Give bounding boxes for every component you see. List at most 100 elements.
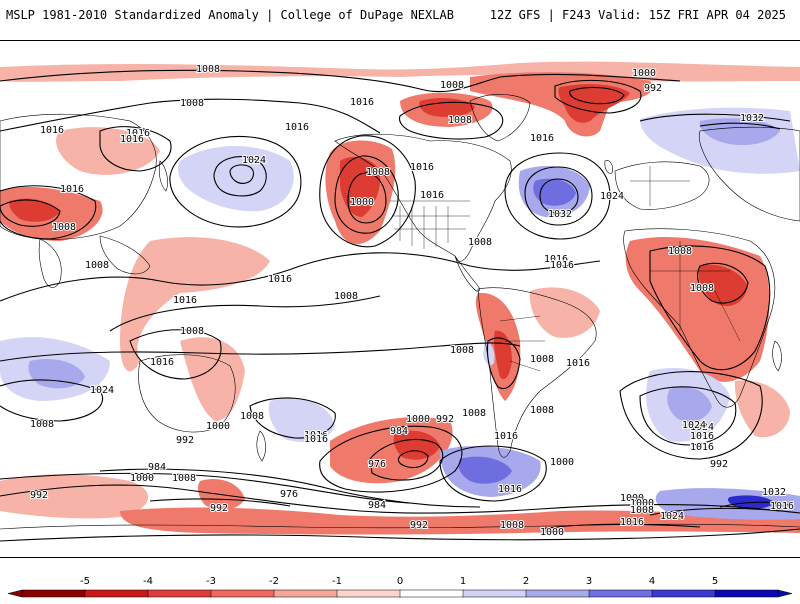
isobar-label: 1016: [410, 162, 434, 173]
isobar-south-pacific-low-976: [397, 450, 429, 469]
isobar-label: 1016: [40, 125, 64, 136]
negative-anomaly-africa: [625, 236, 770, 382]
positive-anomaly-south-atlantic-core: [667, 387, 712, 422]
coastline-europe: [614, 161, 710, 210]
colorbar-segment: [273, 589, 338, 598]
isobar-southern-ocean-992: [0, 484, 800, 514]
negative-anomaly-tibet-core: [9, 198, 60, 222]
colorbar-tick-label: 5: [712, 576, 718, 587]
negative-anomaly-west-pacific: [120, 237, 270, 372]
isobar-label: 1000: [350, 197, 374, 208]
isobar-label: 1016: [530, 133, 554, 144]
isobar-label: 1008: [448, 115, 472, 126]
colorbar-tick-label: -1: [332, 576, 342, 587]
isobar-antarctic-1032: [719, 501, 791, 508]
isobar-label: 1016: [770, 501, 794, 512]
isobar-label: 1000: [630, 498, 654, 509]
coastline-north-america: [334, 133, 512, 262]
isobar-label: 1008: [196, 64, 220, 75]
isobar-label: 992: [710, 459, 728, 470]
isobar-alaska-low-1016: [319, 135, 416, 248]
negative-anomaly-central-pacific: [180, 337, 245, 421]
positive-anomaly-west-indian-ocean-core: [28, 358, 85, 389]
isobars: [0, 69, 800, 542]
colorbar-segment: [525, 589, 590, 598]
coastline-asia-east: [698, 126, 800, 222]
isobar-antarctic-1016: [539, 523, 701, 530]
colorbar-tick-label: 4: [649, 576, 655, 587]
isobar-label: 992: [410, 520, 428, 531]
isobar-label: 1008: [334, 291, 358, 302]
isobar-label: 1032: [548, 209, 572, 220]
isobar-labels: 1008100810081000992100810161016103210161…: [29, 63, 795, 539]
map-header: MSLP 1981-2010 Standardized Anomaly | Co…: [0, 0, 800, 32]
negative-anomaly-alaska-core: [340, 156, 381, 217]
isobar-south-atlantic-1024: [639, 386, 737, 446]
model-run-info: 12Z GFS | F243 Valid: 15Z FRI APR 04 202…: [489, 8, 786, 22]
negative-anomaly-barents: [470, 72, 653, 137]
isobar-label: 1008: [500, 520, 524, 531]
isobar-label: 1016: [566, 358, 590, 369]
isobar-label: 1016: [350, 97, 374, 108]
isobar-east-asia-1016: [99, 126, 172, 172]
isobar-label: 1008: [530, 354, 554, 365]
isobar-pacific-1008-mid: [129, 329, 222, 380]
coastline-south-america: [477, 287, 597, 458]
border-europe: [630, 166, 690, 206]
isobar-label: 1008: [180, 98, 204, 109]
isobar-north-pacific-high-1032: [229, 164, 255, 184]
colorbar-segment: [147, 589, 212, 598]
isobar-south-pacific-low-1000: [319, 425, 463, 493]
isobar-label: 1016: [498, 484, 522, 495]
isobar-equatorial-1016-south: [0, 342, 521, 362]
isobar-label: 1016: [60, 184, 84, 195]
isobar-south-atlantic-1016: [619, 371, 763, 460]
coastline-antarctica: [0, 523, 800, 530]
isobar-label: 976: [368, 459, 386, 470]
positive-anomaly-southern-ocean-east: [655, 488, 800, 520]
colorbar-segments: [7, 589, 793, 598]
isobar-siberia-1024: [639, 113, 791, 122]
isobar-label: 1008: [440, 80, 464, 91]
isobar-drake-high-1016: [439, 445, 547, 502]
isobar-tibet-1008: [0, 199, 61, 227]
positive-anomaly-drake-passage-core: [458, 456, 512, 484]
colorbar-svg: -5 -4 -3 -2 -1 0 1 2 3 4 5: [7, 576, 793, 598]
isobar-label: 1032: [762, 487, 786, 498]
isobar-label: 984: [390, 426, 408, 437]
negative-anomaly-southern-ocean-band: [120, 507, 800, 535]
colorbar-segment: [336, 589, 401, 598]
map-title: MSLP 1981-2010 Standardized Anomaly | Co…: [6, 8, 454, 22]
coastline-africa: [623, 228, 776, 408]
isobar-label: 1016: [690, 431, 714, 442]
isobar-label: 1016: [690, 442, 714, 453]
colorbar-tick-labels: -5 -4 -3 -2 -1 0 1 2 3 4 5: [80, 576, 718, 587]
isobar-label: 1008: [85, 260, 109, 271]
anomaly-colorbar: -5 -4 -3 -2 -1 0 1 2 3 4 5: [0, 572, 800, 600]
isobar-north-atlantic-high-1032: [539, 178, 579, 214]
isobar-southern-ocean-1000: [0, 472, 411, 504]
border-us-states-1: [399, 206, 449, 249]
isobar-label: 1024: [90, 385, 114, 396]
isobar-antarctic-1008: [0, 528, 800, 542]
isobar-label: 984: [148, 462, 166, 473]
isobar-label: 1000: [550, 457, 574, 468]
isobar-label: 992: [210, 503, 228, 514]
colorbar-tick-label: 1: [460, 576, 466, 587]
isobar-africa-1000: [697, 262, 749, 304]
isobar-label: 992: [436, 414, 454, 425]
negative-anomaly-africa-core: [698, 264, 748, 307]
isobar-label: 1008: [668, 246, 692, 257]
isobar-label: 1000: [206, 421, 230, 432]
colorbar-tick-label: -4: [143, 576, 153, 587]
isobar-label: 1008: [180, 326, 204, 337]
isobar-south-indian-high-1024: [0, 379, 103, 422]
positive-anomaly-north-pacific: [177, 146, 294, 212]
isobar-label: 1016: [620, 517, 644, 528]
positive-anomaly-south-america-east: [483, 341, 495, 366]
isobar-label: 1000: [130, 473, 154, 484]
isobar-antarctic-1024: [649, 507, 781, 516]
coastline-southeast-asia: [99, 235, 151, 275]
isobar-label: 1000: [620, 493, 644, 504]
negative-anomaly-south-africa: [734, 380, 790, 438]
